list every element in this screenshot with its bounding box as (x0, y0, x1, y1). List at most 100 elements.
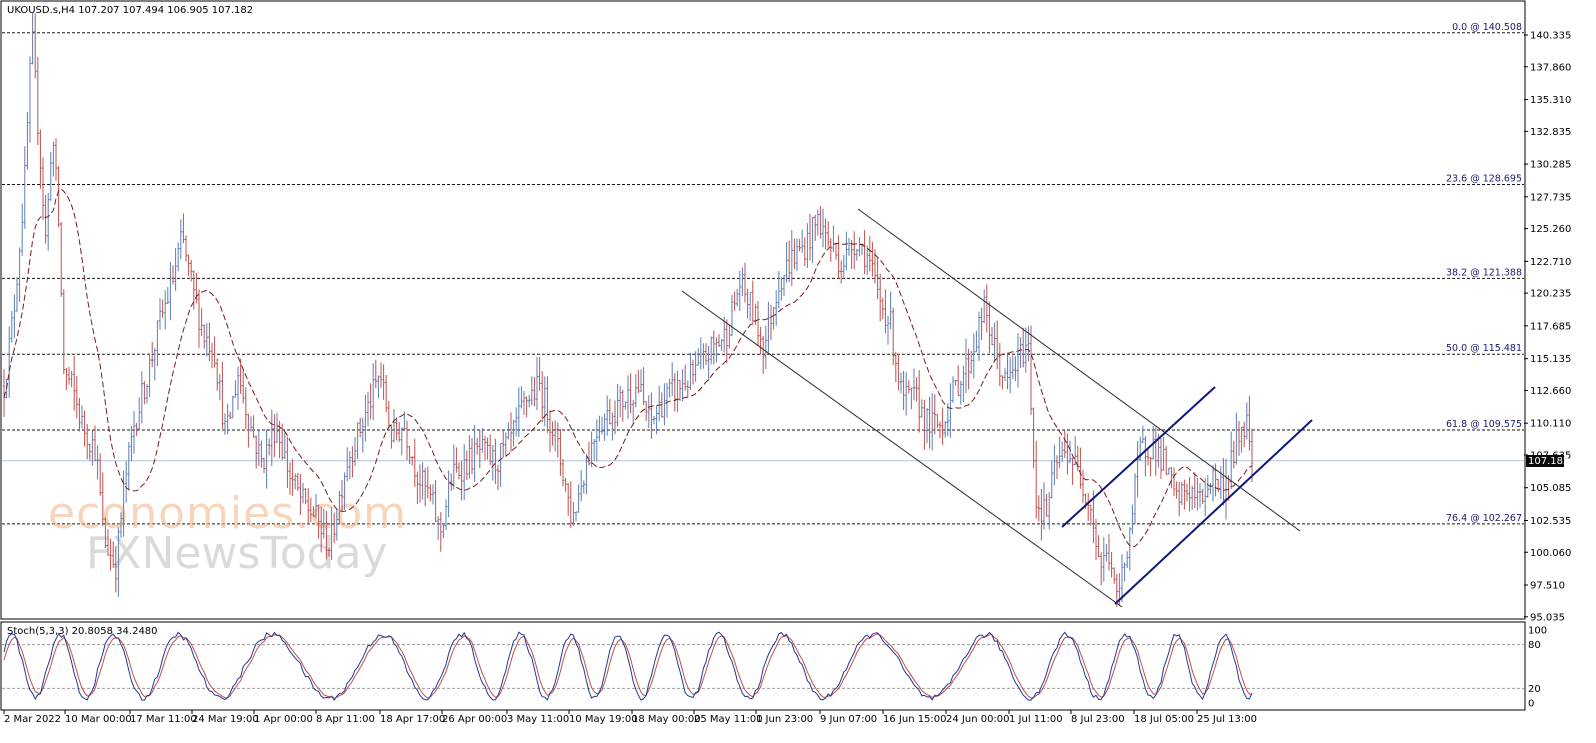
ohlc-bar (286, 436, 289, 488)
ohlc-bar (54, 138, 58, 181)
ohlc-bar (1003, 367, 1007, 382)
ohlc-bar (460, 460, 463, 501)
ohlc-bar (359, 418, 362, 438)
ohlc-bar (876, 256, 879, 300)
ohlc-bar (455, 447, 458, 473)
ohlc-bar (868, 236, 871, 272)
ohlc-bar (915, 377, 918, 402)
ohlc-bar (829, 238, 832, 262)
ohlc-bar (1058, 436, 1061, 468)
ohlc-bar (554, 420, 557, 452)
ohlc-bar (645, 401, 648, 421)
ohlc-bar (697, 348, 700, 366)
ohlc-bar (821, 208, 825, 248)
ohlc-bar (382, 364, 385, 400)
ohlc-bar (990, 327, 994, 346)
ohlc-bar (288, 462, 292, 495)
ohlc-bar (494, 438, 497, 484)
ohlc-bar (439, 511, 442, 552)
ohlc-bar (442, 523, 445, 539)
ohlc-bar (967, 348, 970, 390)
ohlc-bar (1248, 395, 1251, 451)
ohlc-bar (312, 506, 315, 518)
fib-level-label: 50.0 @ 115.481 (1446, 343, 1522, 354)
ohlc-bar (574, 511, 578, 522)
stoch-tick-label: 100 (1528, 626, 1547, 637)
stoch-tick-label: 80 (1528, 640, 1541, 651)
ohlc-bar (764, 325, 767, 370)
ohlc-bar (749, 291, 752, 321)
ohlc-bar (793, 238, 796, 270)
ohlc-bar (1094, 518, 1098, 561)
stoch-label: Stoch(5,3,3) 20.8058 34.2480 (7, 626, 158, 637)
ohlc-bar (855, 248, 858, 261)
price-tick-label: 102.535 (1530, 516, 1571, 527)
ohlc-bar (1159, 438, 1163, 479)
ohlc-bar (322, 508, 325, 539)
price-tick-label: 132.835 (1530, 127, 1571, 138)
ohlc-bar (57, 166, 60, 227)
ohlc-bar (954, 379, 957, 386)
ohlc-bar (1139, 436, 1142, 462)
ohlc-bar (886, 315, 890, 345)
ohlc-bar (879, 273, 882, 322)
moving-average-line (3, 188, 1253, 548)
time-tick-label: 17 Mar 11:00 (130, 714, 197, 725)
ohlc-bar (483, 435, 487, 461)
ohlc-bar (533, 376, 536, 407)
ohlc-bar (499, 443, 502, 488)
time-tick-label: 24 Mar 19:00 (192, 714, 259, 725)
ohlc-bar (132, 411, 136, 454)
ohlc-bar (889, 291, 892, 330)
ohlc-bar (842, 254, 845, 279)
ohlc-bar (1089, 504, 1092, 526)
ohlc-bar (353, 436, 357, 467)
ohlc-bar (171, 265, 175, 285)
ohlc-bar (650, 392, 653, 439)
ohlc-bar (101, 472, 104, 527)
ohlc-bar (819, 205, 822, 239)
ohlc-bar (691, 359, 695, 385)
ohlc-bar (304, 488, 307, 505)
price-tick-label: 100.060 (1530, 548, 1571, 559)
ohlc-bar (1146, 449, 1150, 466)
price-tick-label: 95.035 (1530, 612, 1565, 623)
ohlc-bar (910, 387, 913, 410)
ohlc-bar (600, 416, 604, 435)
ohlc-bar (502, 430, 505, 458)
ohlc-bar (200, 307, 203, 337)
ohlc-bar (18, 247, 21, 303)
ohlc-bar (790, 230, 793, 287)
ohlc-bar (104, 517, 107, 549)
ohlc-bar (44, 195, 47, 244)
stoch-tick-label: 20 (1528, 684, 1541, 695)
ohlc-bar (884, 289, 887, 334)
ohlc-bar (221, 361, 224, 429)
ohlc-bar (1079, 447, 1082, 489)
ohlc-bar (775, 290, 778, 326)
ohlc-bar (249, 416, 253, 432)
ohlc-bar (723, 316, 726, 353)
fib-level-label: 61.8 @ 109.575 (1446, 419, 1522, 430)
ohlc-bar (814, 214, 817, 241)
ohlc-bar (517, 387, 520, 438)
ohlc-bar (73, 356, 76, 411)
ohlc-bar (1014, 356, 1017, 382)
ohlc-bar (392, 409, 396, 443)
ohlc-bar (260, 440, 263, 468)
ohlc-bar (426, 466, 429, 499)
ohlc-bar (858, 236, 861, 257)
ohlc-bar (395, 417, 398, 441)
ohlc-bar (156, 320, 159, 367)
ohlc-bar (907, 380, 910, 394)
ohlc-bar (10, 311, 13, 343)
ohlc-bar (949, 383, 952, 438)
ohlc-bar (1009, 357, 1012, 394)
ohlc-bar (93, 425, 97, 462)
ohlc-bar (320, 506, 323, 553)
ohlc-bar (795, 238, 799, 271)
ohlc-bar (1029, 325, 1033, 415)
price-tick-label: 97.510 (1530, 581, 1565, 592)
time-tick-label: 24 Jun 00:00 (946, 714, 1010, 725)
ohlc-bar (912, 368, 916, 401)
